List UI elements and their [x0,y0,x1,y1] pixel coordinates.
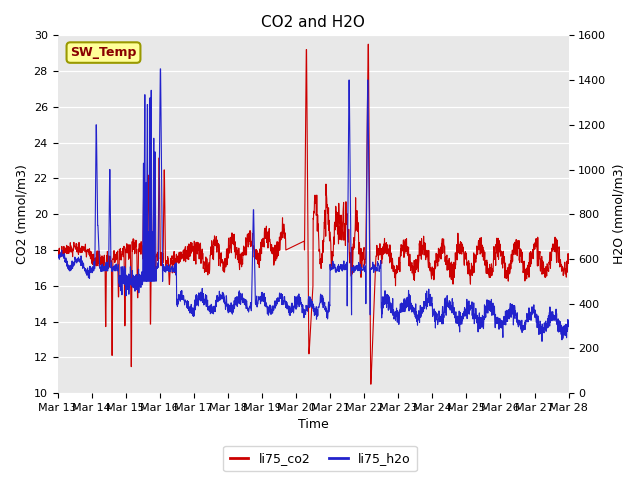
Title: CO2 and H2O: CO2 and H2O [261,15,365,30]
Y-axis label: CO2 (mmol/m3): CO2 (mmol/m3) [15,164,28,264]
Legend: li75_co2, li75_h2o: li75_co2, li75_h2o [223,446,417,471]
X-axis label: Time: Time [298,419,328,432]
Text: SW_Temp: SW_Temp [70,46,137,59]
Y-axis label: H2O (mmol/m3): H2O (mmol/m3) [612,164,625,264]
